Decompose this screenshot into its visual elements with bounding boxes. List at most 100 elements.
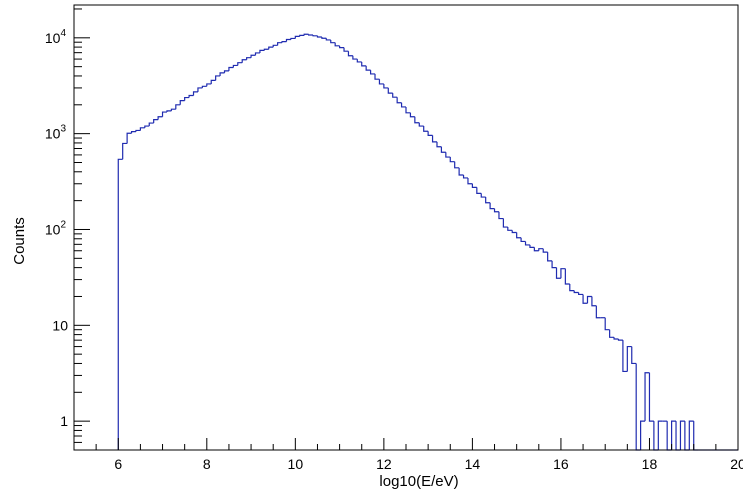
plot-area [117, 33, 738, 451]
x-tick-label: 6 [114, 456, 122, 472]
histogram-bin [609, 329, 615, 338]
histogram-bin [206, 83, 212, 87]
histogram-bin [254, 52, 260, 56]
histogram-bin [564, 268, 570, 285]
histogram-bin [285, 38, 291, 42]
y-tick-label: 1 [60, 413, 68, 429]
histogram-bin [498, 211, 504, 220]
histogram-bin [378, 79, 384, 85]
histogram-bin [533, 247, 539, 252]
histogram-bin [538, 248, 544, 251]
histogram-bin [679, 420, 685, 450]
histogram-bin [622, 340, 628, 373]
histogram-bin [458, 167, 464, 176]
histogram-bin [467, 177, 473, 185]
histogram-bin [369, 70, 376, 75]
histogram-bin [653, 421, 659, 451]
x-tick-label: 12 [376, 456, 392, 472]
histogram-bin [263, 48, 269, 51]
histogram-bin [308, 34, 314, 36]
histogram-bin [246, 57, 252, 60]
histogram-bin [454, 161, 460, 169]
histogram-bin [259, 49, 265, 53]
histogram-bin [617, 338, 623, 341]
histogram-bin [223, 70, 229, 73]
histogram-bin [405, 106, 411, 114]
histogram-bin [117, 158, 123, 450]
histogram-bin [272, 44, 278, 48]
histogram-bin [471, 183, 477, 188]
histogram-bin [529, 244, 535, 249]
histogram-bin [613, 337, 619, 340]
histogram-bin [281, 41, 287, 43]
histogram-bin [414, 116, 420, 124]
histogram-bin [215, 75, 221, 81]
histogram-bin [671, 420, 677, 450]
histogram-bin [524, 241, 530, 246]
histogram-bin [480, 193, 486, 198]
y-axis-title: Counts [11, 217, 28, 265]
histogram-bin [166, 110, 172, 113]
histogram-bin [126, 132, 132, 144]
histogram-bin [445, 152, 451, 158]
histogram-bin [374, 73, 380, 80]
histogram-bin [644, 372, 650, 422]
histogram-bin [489, 202, 495, 210]
histogram-bin [573, 290, 579, 294]
histogram-bin [542, 248, 548, 253]
histogram-bin [179, 100, 185, 105]
histogram-bin [418, 122, 424, 127]
histogram-bin [325, 38, 331, 41]
histogram-bin [299, 34, 305, 37]
y-tick-label: 104 [45, 28, 67, 46]
histogram-bin [392, 93, 398, 98]
histogram-bin [396, 97, 402, 104]
histogram-bin [330, 39, 336, 44]
histogram-bin [290, 37, 296, 40]
histogram-bin [192, 91, 198, 96]
histogram-bin [520, 237, 526, 243]
histogram-bin [604, 317, 610, 331]
histogram-bin [277, 42, 283, 46]
histogram-bin [631, 346, 637, 365]
histogram-bin [560, 268, 566, 279]
x-tick-label: 16 [553, 456, 569, 472]
histogram-bin [427, 131, 433, 136]
histogram-bin [675, 421, 681, 451]
histogram-bin [586, 295, 592, 304]
histogram-bin [188, 94, 194, 98]
x-tick-label: 20 [730, 456, 743, 472]
histogram-bin [684, 421, 690, 451]
histogram-bin [449, 157, 455, 163]
histogram-bin [666, 421, 672, 451]
histogram-bin [511, 230, 517, 234]
histogram-bin [595, 305, 601, 319]
histogram-bin [316, 35, 322, 38]
y-tick-label: 103 [45, 124, 67, 142]
histogram-bin [569, 283, 575, 292]
y-tick-label: 10 [52, 317, 68, 333]
histogram-bin [294, 35, 300, 39]
axes: 6 8 10 12 14 16 18 20 1 10 102 103 104 [45, 4, 743, 472]
histogram-bin [626, 345, 632, 372]
histogram-bin [476, 187, 482, 194]
histogram-bin [436, 141, 442, 148]
histogram-bin [250, 54, 256, 58]
histogram-bin [635, 363, 641, 451]
histogram-bin [347, 51, 353, 57]
histogram-bin [237, 62, 243, 66]
x-axis-title: log10(E/eV) [379, 473, 458, 490]
x-tick-label: 18 [642, 456, 658, 472]
histogram-bin [139, 127, 145, 131]
histogram-bin [361, 61, 367, 67]
histogram-bin [170, 108, 176, 111]
histogram-bin [440, 146, 446, 153]
histogram-bin [144, 125, 150, 128]
x-tick-label: 10 [288, 456, 304, 472]
histogram-bin [303, 33, 309, 36]
histogram-bin [648, 372, 654, 422]
histogram-bin [547, 252, 553, 262]
histogram-bin [312, 35, 318, 37]
histogram-bin [493, 208, 499, 213]
